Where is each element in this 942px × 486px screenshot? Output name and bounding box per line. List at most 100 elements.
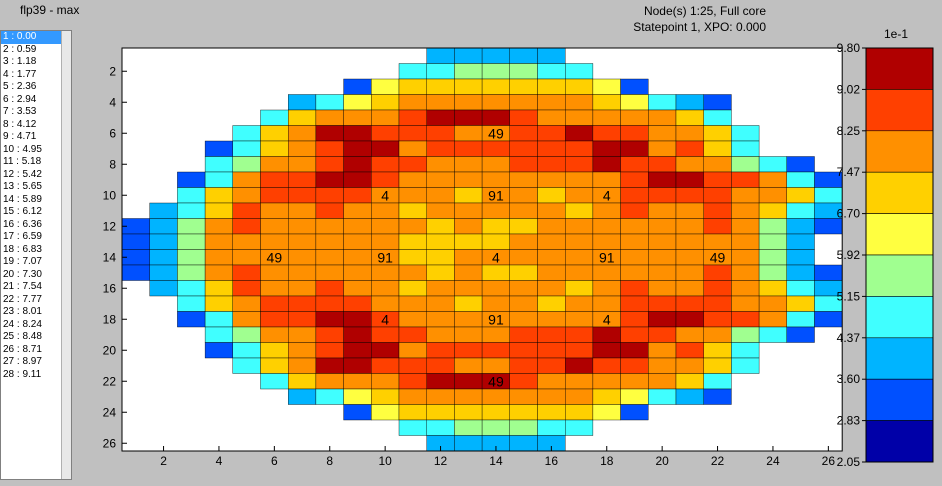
list-item[interactable]: 17 : 6.59 [3, 231, 42, 242]
heatmap-cell [592, 326, 621, 343]
heatmap-cell [675, 264, 704, 281]
heatmap-cell [426, 47, 455, 64]
list-item[interactable]: 21 : 7.54 [3, 281, 42, 292]
list-item[interactable]: 28 : 9.11 [3, 368, 42, 380]
heatmap-cell [703, 171, 732, 188]
list-item[interactable]: 3 : 1.18 [3, 56, 37, 67]
heatmap-cell [454, 125, 483, 142]
heatmap-cell [620, 218, 649, 235]
heatmap-cell [703, 233, 732, 250]
heatmap-cell [426, 94, 455, 111]
list-item[interactable]: 14 : 5.89 [3, 193, 42, 205]
list-item[interactable]: 6 : 2.94 [3, 93, 37, 105]
heatmap-cell [204, 233, 234, 250]
heatmap-cell [592, 109, 621, 126]
heatmap-cell [592, 295, 621, 312]
heatmap-cell [315, 140, 344, 157]
heatmap-cell [177, 187, 206, 204]
assembly-label: 4 [603, 187, 611, 203]
heatmap-cell [481, 280, 511, 297]
list-item[interactable]: 5 : 2.36 [3, 81, 37, 92]
heatmap-cell [454, 47, 483, 64]
heatmap-cell [565, 233, 594, 250]
heatmap-cell [675, 311, 704, 328]
heatmap-cell [315, 264, 344, 281]
heatmap-cell [731, 264, 760, 281]
heatmap-cell [537, 202, 566, 219]
heatmap-cell [398, 187, 427, 204]
heatmap-cell [481, 264, 511, 281]
list-item[interactable]: 19 : 7.07 [3, 256, 42, 267]
list-item[interactable]: 20 : 7.30 [3, 268, 42, 280]
heatmap-cell [426, 342, 455, 359]
list-item[interactable]: 4 : 1.77 [3, 68, 37, 80]
heatmap-cell [204, 202, 234, 219]
heatmap-cell [343, 342, 372, 359]
heatmap-cell [620, 78, 649, 95]
list-item[interactable]: 26 : 8.71 [3, 343, 42, 355]
statepoint-listbox[interactable]: 1 : 0.00 2 : 0.59 3 : 1.18 4 : 1.77 5 : 2.36… [0, 30, 72, 480]
list-item[interactable]: 24 : 8.24 [3, 318, 42, 330]
list-item[interactable]: 1 : 0.00 [1, 31, 71, 44]
heatmap-cell [786, 264, 815, 281]
heatmap-cell [371, 342, 400, 359]
heatmap-cell [232, 233, 261, 250]
heatmap-cell [481, 47, 511, 64]
listbox-scrollbar[interactable] [61, 31, 71, 479]
list-item[interactable]: 10 : 4.95 [3, 143, 42, 155]
heatmap-cell [509, 280, 538, 297]
list-item[interactable]: 18 : 6.83 [3, 243, 42, 255]
y-tick-label: 24 [103, 405, 117, 419]
x-tick-label: 22 [711, 454, 725, 468]
heatmap-cell [731, 357, 760, 374]
heatmap-cell [398, 419, 427, 436]
heatmap-cell [592, 218, 621, 235]
list-item[interactable]: 23 : 8.01 [3, 306, 42, 317]
heatmap-cell [315, 171, 344, 188]
heatmap-cell [537, 78, 566, 95]
heatmap-cell [814, 264, 843, 281]
heatmap-cell [592, 404, 621, 421]
heatmap-cell [204, 218, 234, 235]
heatmap-cell [731, 187, 760, 204]
list-item[interactable]: 16 : 6.36 [3, 218, 42, 230]
heatmap-cell [675, 202, 704, 219]
list-item[interactable]: 8 : 4.12 [3, 118, 37, 130]
colorbar-tick-label: 9.02 [837, 82, 861, 96]
heatmap-cell [371, 233, 400, 250]
heatmap-cell [426, 295, 455, 312]
plot-frame [121, 47, 843, 452]
heatmap-cell [426, 357, 455, 374]
list-item[interactable]: 22 : 7.77 [3, 293, 42, 305]
list-item[interactable]: 27 : 8.97 [3, 356, 42, 367]
list-item[interactable]: 12 : 5.42 [3, 168, 42, 180]
heatmap-cell [288, 233, 317, 250]
window-title: flp39 - max [20, 3, 80, 17]
list-item[interactable]: 13 : 5.65 [3, 181, 42, 192]
heatmap-cell [204, 295, 234, 312]
heatmap-cell [731, 326, 760, 343]
list-item[interactable]: 11 : 5.18 [3, 156, 42, 167]
heatmap-cell [786, 156, 815, 173]
heatmap-cell [786, 249, 815, 266]
heatmap-cell [426, 125, 455, 142]
node-info: Node(s) 1:25, Full core [643, 4, 766, 18]
heatmap-cell [592, 156, 621, 173]
heatmap-cell [343, 264, 372, 281]
list-item[interactable]: 15 : 6.12 [3, 206, 42, 217]
heatmap-cell [454, 388, 483, 405]
heatmap-cell [481, 63, 511, 80]
list-item[interactable]: 7 : 3.53 [3, 106, 37, 117]
x-tick-label: 10 [378, 454, 392, 468]
heatmap-cell [675, 140, 704, 157]
y-tick-label: 22 [103, 374, 117, 388]
list-item[interactable]: 25 : 8.48 [3, 331, 42, 342]
heatmap-cell [454, 342, 483, 359]
list-item[interactable]: 2 : 0.59 [3, 43, 37, 55]
colorbar-segment [865, 213, 934, 256]
heatmap-cell [315, 156, 344, 173]
heatmap-cell [648, 171, 677, 188]
list-item[interactable]: 9 : 4.71 [3, 131, 37, 142]
heatmap-cell [481, 202, 511, 219]
